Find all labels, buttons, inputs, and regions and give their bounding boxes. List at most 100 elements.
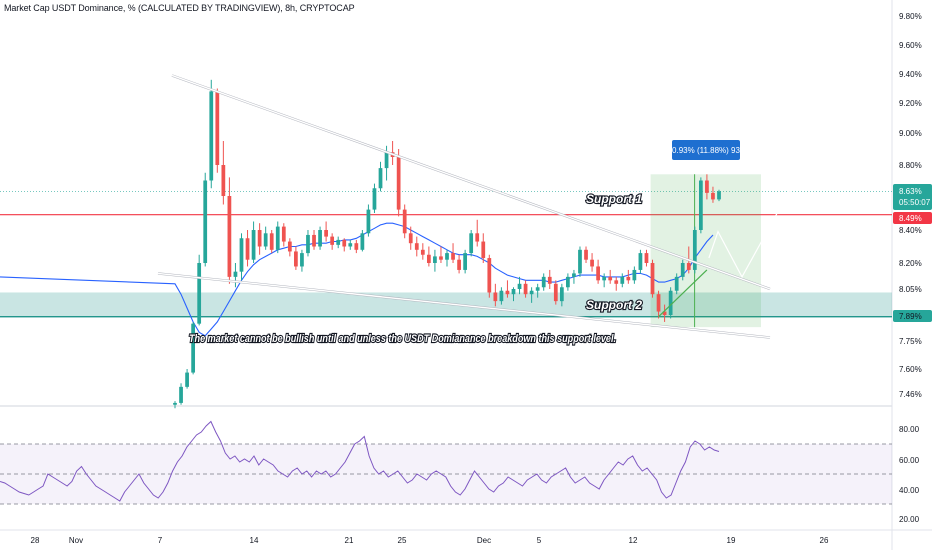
candle-body — [553, 283, 558, 302]
candle-body — [698, 180, 703, 230]
candle-body — [481, 241, 486, 259]
candle-body — [692, 230, 697, 270]
rsi-line — [0, 420, 720, 502]
candle — [668, 287, 673, 319]
candle-body — [215, 91, 220, 165]
candle-body — [402, 209, 407, 234]
measure-label-box — [672, 140, 740, 160]
candle — [239, 233, 244, 281]
candle-body — [269, 233, 274, 250]
x-tick-label: 12 — [629, 536, 638, 545]
candle — [348, 239, 353, 250]
candle-body — [354, 243, 359, 250]
y-tick-label: 9.60% — [899, 41, 922, 50]
candle-body — [336, 239, 341, 245]
y-tick-label: 8.20% — [899, 259, 922, 268]
y-tick-label: 9.20% — [899, 99, 922, 108]
candle — [221, 141, 226, 205]
candle — [698, 177, 703, 234]
candle — [281, 223, 286, 247]
support-2-price-label: 7.89% — [899, 312, 922, 321]
projection-arrowhead — [795, 164, 805, 175]
candle — [475, 219, 480, 247]
candle — [203, 172, 208, 267]
candle-body — [209, 91, 214, 181]
candle — [433, 249, 437, 272]
candle-body — [632, 269, 637, 281]
candle-body — [433, 256, 437, 263]
candle-body — [445, 253, 449, 260]
candle-body — [408, 233, 413, 244]
candle-body — [717, 191, 721, 200]
candle-body — [547, 276, 552, 284]
candle — [294, 246, 298, 270]
candle — [269, 230, 274, 254]
candle-body — [318, 230, 322, 247]
candle-body — [414, 243, 419, 250]
candle — [590, 253, 594, 272]
candle-body — [680, 263, 685, 277]
candle — [596, 259, 600, 284]
candle-body — [251, 230, 256, 260]
candle — [608, 269, 613, 284]
candle — [705, 174, 709, 200]
candle — [426, 246, 431, 267]
candle-body — [420, 249, 425, 255]
candle-body — [668, 290, 673, 315]
candle — [614, 276, 619, 291]
candle-body — [191, 323, 196, 373]
candle — [324, 221, 328, 242]
y-tick-label: 9.00% — [899, 129, 922, 138]
candle — [330, 233, 335, 250]
candle — [263, 226, 268, 250]
x-tick-label: 7 — [158, 536, 163, 545]
candle — [511, 287, 516, 302]
x-tick-label: 21 — [345, 536, 354, 545]
candle-body — [541, 276, 546, 288]
candle — [372, 183, 377, 213]
candle — [257, 223, 262, 255]
candle-body — [650, 263, 655, 295]
y-tick-label: 7.60% — [899, 365, 922, 374]
candle-body — [300, 253, 304, 267]
candle — [197, 254, 202, 326]
candle-body — [626, 276, 631, 281]
candle-body — [686, 263, 691, 270]
candle — [711, 186, 715, 203]
candle-body — [511, 289, 516, 295]
candle — [191, 321, 196, 375]
candle — [173, 401, 177, 409]
candle-body — [463, 253, 468, 270]
rsi-tick-label: 40.00 — [899, 486, 920, 495]
candle — [408, 226, 413, 250]
support-2-label: Support 2 — [586, 298, 642, 312]
candle — [420, 243, 425, 260]
candle — [185, 369, 189, 389]
candle-body — [662, 311, 667, 315]
candle-body — [281, 226, 286, 242]
current-price-label: 8.63% — [899, 187, 922, 196]
upper-trendline — [171, 74, 771, 290]
candle — [366, 204, 371, 237]
candle-body — [378, 168, 383, 189]
candle — [378, 161, 383, 192]
candle-body — [451, 253, 455, 260]
candle-body — [584, 249, 588, 260]
candle — [306, 230, 310, 257]
candle-body — [499, 290, 504, 302]
candle-body — [426, 254, 431, 263]
y-tick-label: 7.75% — [899, 337, 922, 346]
support-2-price-label-bg — [893, 310, 932, 322]
candle-body — [197, 263, 202, 324]
support-1-price-label: 8.49% — [899, 214, 922, 223]
candle — [584, 246, 588, 263]
candle-body — [711, 192, 715, 200]
candle — [566, 273, 570, 291]
candle-body — [614, 280, 619, 284]
candle — [632, 266, 637, 284]
candle-body — [173, 402, 177, 405]
candle-body — [705, 180, 709, 193]
candle-body — [263, 233, 268, 247]
candle-body — [221, 165, 226, 196]
